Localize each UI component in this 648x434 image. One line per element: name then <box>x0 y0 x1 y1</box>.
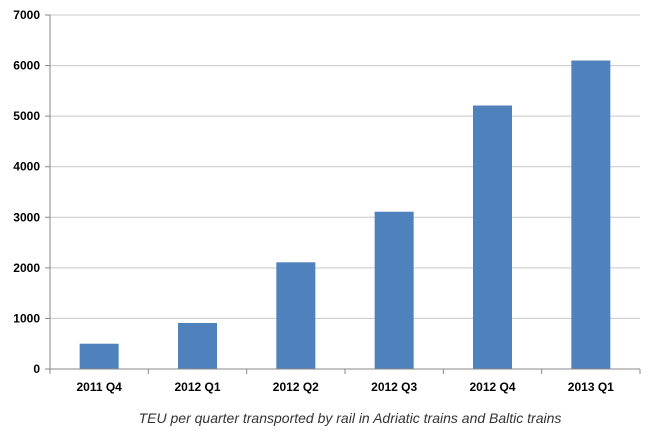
y-tick-label: 4000 <box>13 160 40 174</box>
y-tick-label: 3000 <box>13 210 40 224</box>
bar <box>473 105 512 369</box>
gridlines <box>45 14 641 374</box>
bar <box>178 322 217 369</box>
y-tick-label: 5000 <box>13 109 40 123</box>
x-tick-label: 2012 Q1 <box>174 380 220 394</box>
axes <box>49 15 640 370</box>
x-tick-labels: 2011 Q4 2012 Q1 2012 Q2 2012 Q3 2012 Q4 2013 … <box>76 380 614 394</box>
bar <box>276 262 316 369</box>
x-tick-label: 2011 Q4 <box>76 380 122 394</box>
y-tick-label: 7000 <box>13 8 40 22</box>
y-tick-label: 0 <box>33 362 40 376</box>
x-tick-label: 2012 Q3 <box>371 380 417 394</box>
x-tick-label: 2013 Q1 <box>568 380 614 394</box>
y-tick-label: 2000 <box>13 261 40 275</box>
bars <box>79 60 611 370</box>
chart-caption: TEU per quarter transported by rail in A… <box>138 410 562 426</box>
bar <box>79 343 119 369</box>
x-tick-label: 2012 Q2 <box>273 380 319 394</box>
x-tick-label: 2012 Q4 <box>469 380 515 394</box>
bar <box>374 211 414 369</box>
bar <box>571 60 611 370</box>
y-tick-labels: 0 1000 2000 3000 4000 5000 6000 7000 <box>13 8 40 376</box>
y-tick-label: 6000 <box>13 59 40 73</box>
y-tick-label: 1000 <box>13 311 40 325</box>
